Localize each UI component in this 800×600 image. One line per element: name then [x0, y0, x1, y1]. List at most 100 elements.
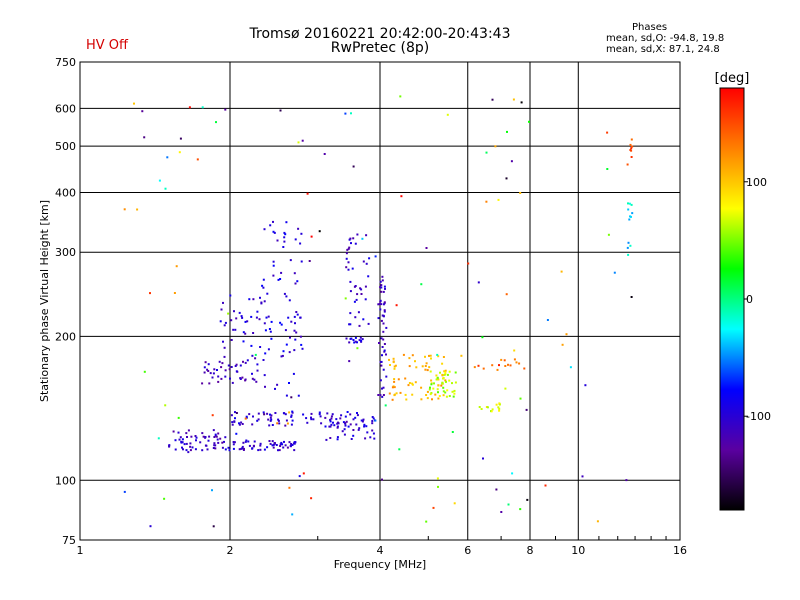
echo-point — [260, 302, 263, 305]
echo-point — [244, 417, 247, 420]
echo-point — [213, 436, 216, 438]
echo-point — [477, 281, 480, 284]
echo-point — [239, 364, 242, 367]
echo-point — [440, 384, 443, 387]
echo-point — [344, 424, 347, 427]
echo-point — [164, 404, 167, 407]
echo-point — [365, 262, 368, 265]
echo-point — [354, 336, 357, 339]
echo-point — [123, 490, 126, 493]
echo-point — [630, 138, 633, 141]
echo-point — [425, 247, 428, 249]
echo-point — [252, 444, 255, 447]
echo-point — [269, 224, 272, 227]
echo-point — [279, 278, 282, 280]
echo-point — [234, 328, 237, 331]
echo-point — [325, 438, 328, 441]
echo-point — [291, 410, 294, 413]
echo-point — [182, 448, 184, 451]
echo-point — [377, 394, 380, 396]
echo-point — [253, 440, 256, 443]
echo-point — [360, 340, 363, 343]
echo-point — [328, 425, 331, 428]
phase-stats-x: mean, sd,X: 87.1, 24.8 — [606, 44, 720, 55]
echo-point — [305, 417, 308, 420]
echo-point — [233, 441, 236, 444]
echo-point — [437, 355, 440, 358]
echo-point — [451, 431, 454, 433]
echo-point — [526, 498, 529, 501]
echo-point — [206, 368, 209, 371]
echo-point — [435, 374, 438, 377]
x-tick-label: 4 — [377, 544, 384, 557]
echo-point — [255, 380, 258, 383]
echo-point — [207, 363, 210, 366]
echo-point — [397, 378, 400, 381]
echo-point — [425, 394, 428, 396]
echo-point — [381, 275, 384, 278]
echo-point — [630, 147, 633, 150]
echo-point — [444, 371, 447, 374]
y-tick-label: 100 — [55, 474, 76, 487]
echo-point — [297, 141, 300, 144]
echo-point — [629, 215, 631, 218]
y-tick-label: 750 — [55, 56, 76, 69]
echo-point — [238, 448, 241, 451]
echo-point — [430, 357, 432, 360]
echo-point — [271, 440, 274, 443]
echo-point — [289, 259, 292, 262]
echo-point — [219, 320, 222, 323]
echo-point — [392, 361, 395, 364]
echo-point — [448, 395, 451, 397]
echo-point — [344, 422, 347, 425]
echo-point — [231, 421, 234, 424]
echo-point — [629, 244, 632, 247]
echo-point — [426, 390, 429, 393]
echo-point — [219, 437, 222, 440]
colorbar-tick-label: 100 — [746, 176, 767, 189]
echo-point — [263, 300, 266, 303]
echo-point — [513, 358, 516, 361]
echo-point — [244, 361, 247, 364]
echo-point — [289, 336, 291, 339]
echo-point — [481, 336, 484, 339]
echo-point — [320, 422, 323, 425]
echo-point — [290, 396, 293, 399]
echo-point — [196, 158, 199, 161]
echo-point — [384, 287, 386, 290]
echo-point — [436, 388, 439, 391]
echo-point — [178, 438, 181, 441]
echo-point — [509, 364, 512, 367]
echo-point — [234, 417, 236, 420]
echo-point — [212, 525, 215, 528]
echo-point — [613, 271, 616, 274]
y-tick-label: 500 — [55, 140, 76, 153]
echo-point — [500, 358, 503, 361]
echo-point — [344, 297, 347, 300]
echo-point — [251, 377, 254, 380]
echo-point — [185, 442, 188, 445]
echo-point — [212, 429, 215, 432]
echo-point — [291, 411, 294, 414]
echo-point — [379, 361, 382, 363]
echo-point — [248, 298, 251, 301]
echo-point — [203, 371, 206, 374]
echo-point — [280, 323, 283, 326]
echo-point — [425, 520, 428, 523]
echo-point — [245, 415, 248, 418]
echo-point — [630, 203, 633, 206]
echo-point — [188, 106, 191, 109]
echo-point — [288, 351, 291, 354]
x-tick-label: 2 — [227, 544, 234, 557]
echo-point — [353, 285, 356, 288]
echo-point — [340, 414, 343, 417]
echo-point — [453, 392, 456, 395]
echo-point — [215, 435, 218, 438]
echo-point — [318, 411, 321, 414]
echo-point — [631, 212, 634, 215]
echo-point — [258, 318, 261, 321]
echo-point — [353, 341, 356, 344]
echo-point — [299, 335, 302, 338]
echo-point — [335, 418, 338, 421]
